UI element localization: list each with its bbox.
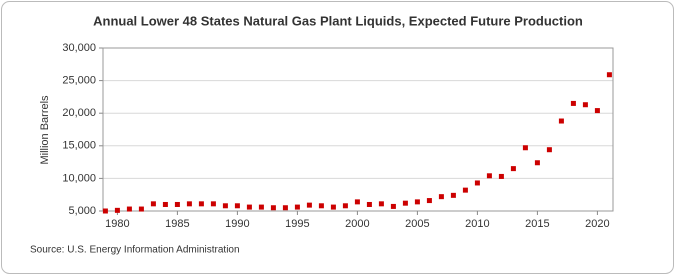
point [126, 206, 132, 212]
point [234, 203, 240, 209]
point [330, 204, 336, 210]
point [486, 173, 492, 179]
point [198, 201, 204, 207]
point [294, 204, 300, 210]
point [426, 198, 432, 204]
point [114, 207, 120, 213]
x-tick-label: 1995 [285, 218, 309, 230]
y-tick-label: 15,000 [62, 140, 96, 152]
point [450, 192, 456, 198]
point [558, 118, 564, 124]
point [402, 200, 408, 206]
point [462, 187, 468, 193]
point [150, 201, 156, 207]
point [366, 201, 372, 207]
point [390, 203, 396, 209]
point [438, 194, 444, 200]
x-tick-label: 2005 [405, 218, 429, 230]
y-axis-label: Million Barrels [39, 95, 51, 165]
source: Source: U.S. Energy Information Administ… [30, 245, 240, 256]
y-tick-label: 5,000 [68, 205, 96, 217]
y-tick-label: 20,000 [62, 107, 96, 119]
y-tick-label: 25,000 [62, 75, 96, 87]
point [582, 102, 588, 108]
point [594, 108, 600, 114]
x-tick-label: 1990 [225, 218, 249, 230]
x-tick-label: 2015 [525, 218, 549, 230]
point [534, 160, 540, 166]
point [474, 180, 480, 186]
point [222, 203, 228, 209]
point [354, 199, 360, 205]
point [606, 72, 612, 78]
point [510, 166, 516, 172]
y-tick-label: 30,000 [62, 42, 96, 54]
x-tick-label: 2000 [345, 218, 369, 230]
point [318, 203, 324, 209]
point [102, 208, 108, 214]
chart-title: Annual Lower 48 States Natural Gas Plant… [93, 13, 583, 28]
plot-area [102, 47, 614, 212]
point [342, 203, 348, 209]
y-tick-label: 10,000 [62, 172, 96, 184]
x-tick-label: 1980 [105, 218, 129, 230]
point [162, 201, 168, 207]
point [378, 201, 384, 207]
point [414, 199, 420, 205]
point [138, 206, 144, 212]
point [186, 201, 192, 207]
point [210, 201, 216, 207]
x-tick-label: 2010 [465, 218, 489, 230]
x-tick-label: 2020 [585, 218, 609, 230]
point [522, 145, 528, 151]
point [306, 202, 312, 208]
point [546, 147, 552, 153]
point [270, 205, 276, 211]
point [498, 173, 504, 179]
point [570, 100, 576, 106]
point [282, 205, 288, 211]
x-tick-label: 1985 [165, 218, 189, 230]
point [258, 204, 264, 210]
point [246, 204, 252, 210]
point [174, 201, 180, 207]
